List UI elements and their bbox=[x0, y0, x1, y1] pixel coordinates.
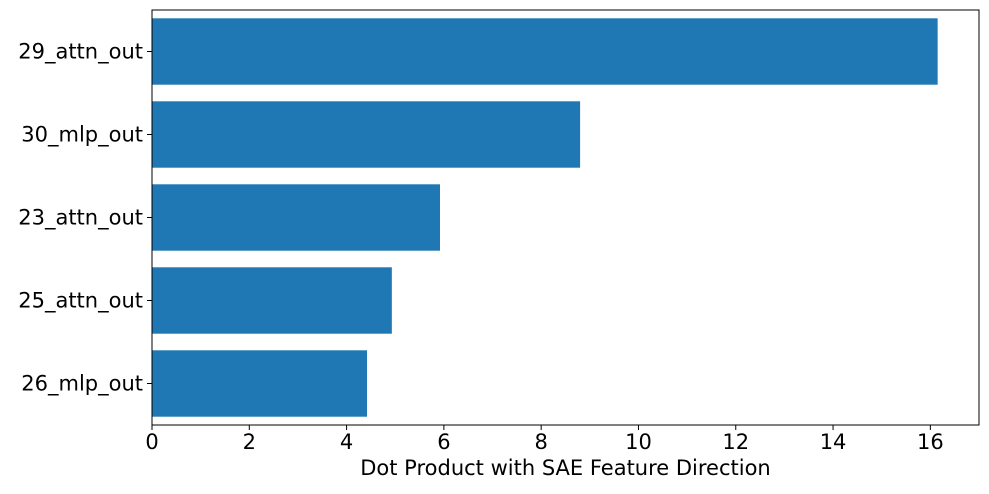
x-axis-ticks: 0 2 4 6 8 10 12 14 16 bbox=[145, 425, 944, 454]
x-tick-label: 0 bbox=[145, 430, 158, 454]
bars-group bbox=[152, 18, 938, 417]
x-tick-label: 8 bbox=[534, 430, 547, 454]
plot-frame bbox=[151, 9, 980, 426]
y-tick-label: 30_mlp_out bbox=[21, 123, 143, 148]
x-tick-label: 14 bbox=[820, 430, 847, 454]
x-axis-label: Dot Product with SAE Feature Direction bbox=[360, 456, 771, 480]
x-tick-label: 4 bbox=[340, 430, 353, 454]
x-tick-label: 6 bbox=[437, 430, 450, 454]
x-tick-label: 2 bbox=[243, 430, 256, 454]
bar-23_attn_out bbox=[152, 184, 440, 251]
bar-30_mlp_out bbox=[152, 101, 581, 168]
bar-26_mlp_out bbox=[152, 350, 368, 417]
y-tick-label: 25_attn_out bbox=[18, 289, 143, 314]
x-tick-label: 10 bbox=[625, 430, 652, 454]
bar-29_attn_out bbox=[152, 18, 938, 85]
y-tick-label: 23_attn_out bbox=[18, 206, 143, 231]
y-tick-label: 26_mlp_out bbox=[21, 372, 143, 397]
y-tick-label: 29_attn_out bbox=[18, 40, 143, 65]
bar-25_attn_out bbox=[152, 267, 392, 334]
x-tick-label: 16 bbox=[917, 430, 944, 454]
y-axis-ticks: 29_attn_out 30_mlp_out 23_attn_out 25_attn_… bbox=[18, 40, 152, 397]
x-tick-label: 12 bbox=[722, 430, 749, 454]
